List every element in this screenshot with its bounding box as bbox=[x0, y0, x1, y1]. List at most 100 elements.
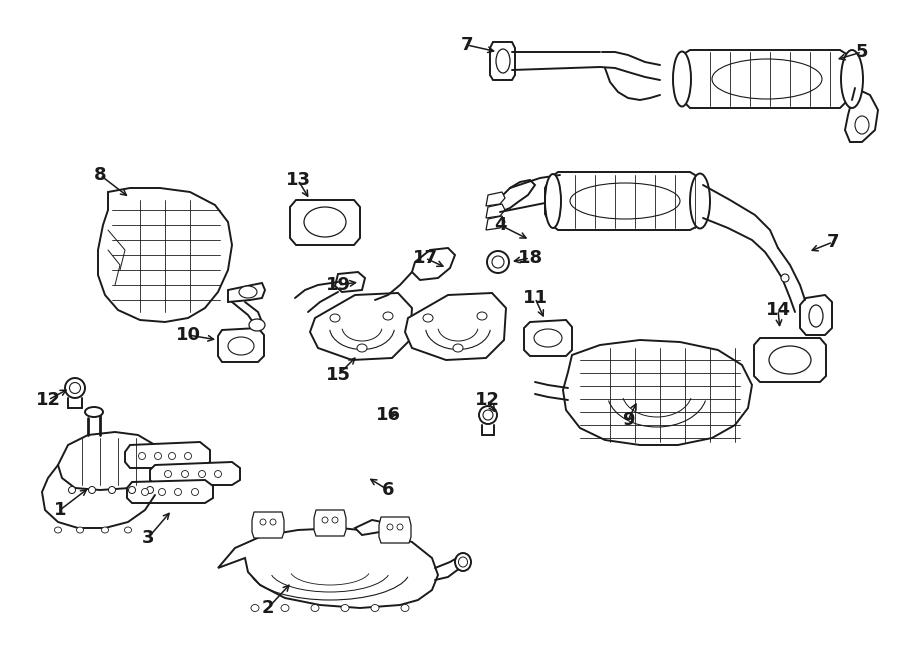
Text: 10: 10 bbox=[176, 326, 201, 344]
Ellipse shape bbox=[304, 207, 346, 237]
Ellipse shape bbox=[545, 174, 561, 228]
Ellipse shape bbox=[387, 524, 393, 530]
Polygon shape bbox=[355, 520, 382, 535]
Text: 15: 15 bbox=[326, 366, 350, 384]
Ellipse shape bbox=[401, 605, 409, 611]
Polygon shape bbox=[125, 442, 210, 468]
Ellipse shape bbox=[841, 50, 863, 108]
Text: 7: 7 bbox=[827, 233, 839, 251]
Text: 8: 8 bbox=[94, 166, 106, 184]
Polygon shape bbox=[498, 180, 535, 212]
Ellipse shape bbox=[129, 486, 136, 494]
Polygon shape bbox=[98, 188, 232, 322]
Ellipse shape bbox=[251, 605, 259, 611]
Text: 14: 14 bbox=[766, 301, 790, 319]
Ellipse shape bbox=[155, 453, 161, 459]
Text: 4: 4 bbox=[494, 216, 506, 234]
Ellipse shape bbox=[184, 453, 192, 459]
Ellipse shape bbox=[311, 605, 319, 611]
Text: 5: 5 bbox=[856, 43, 868, 61]
Polygon shape bbox=[412, 248, 455, 280]
Polygon shape bbox=[218, 528, 438, 608]
Polygon shape bbox=[524, 320, 572, 356]
Ellipse shape bbox=[55, 527, 61, 533]
Text: 16: 16 bbox=[375, 406, 401, 424]
Ellipse shape bbox=[69, 383, 80, 393]
Ellipse shape bbox=[477, 312, 487, 320]
Ellipse shape bbox=[781, 274, 789, 282]
Text: 7: 7 bbox=[461, 36, 473, 54]
Polygon shape bbox=[405, 293, 506, 360]
Ellipse shape bbox=[85, 407, 103, 417]
Ellipse shape bbox=[124, 527, 131, 533]
Ellipse shape bbox=[109, 486, 115, 494]
Text: 6: 6 bbox=[382, 481, 394, 499]
Ellipse shape bbox=[182, 471, 188, 477]
Polygon shape bbox=[252, 512, 284, 538]
Polygon shape bbox=[310, 293, 412, 360]
Ellipse shape bbox=[455, 553, 471, 571]
Text: 3: 3 bbox=[142, 529, 154, 547]
Text: 13: 13 bbox=[285, 171, 310, 189]
Polygon shape bbox=[800, 295, 832, 335]
Ellipse shape bbox=[76, 527, 84, 533]
Ellipse shape bbox=[165, 471, 172, 477]
Ellipse shape bbox=[141, 488, 149, 496]
Text: 18: 18 bbox=[518, 249, 543, 267]
Polygon shape bbox=[486, 216, 505, 230]
Ellipse shape bbox=[260, 519, 266, 525]
Ellipse shape bbox=[249, 319, 265, 331]
Ellipse shape bbox=[68, 486, 76, 494]
Ellipse shape bbox=[281, 605, 289, 611]
Ellipse shape bbox=[330, 314, 340, 322]
Polygon shape bbox=[486, 192, 505, 206]
Ellipse shape bbox=[712, 59, 822, 99]
Ellipse shape bbox=[769, 346, 811, 374]
Ellipse shape bbox=[332, 517, 338, 523]
Polygon shape bbox=[563, 340, 752, 445]
Text: 19: 19 bbox=[326, 276, 350, 294]
Ellipse shape bbox=[570, 183, 680, 219]
Ellipse shape bbox=[65, 378, 85, 398]
Text: 2: 2 bbox=[262, 599, 274, 617]
Ellipse shape bbox=[168, 453, 176, 459]
Text: 12: 12 bbox=[474, 391, 500, 409]
Ellipse shape bbox=[199, 471, 205, 477]
Ellipse shape bbox=[158, 488, 166, 496]
Polygon shape bbox=[127, 480, 213, 503]
Polygon shape bbox=[845, 88, 878, 142]
Ellipse shape bbox=[228, 337, 254, 355]
Polygon shape bbox=[490, 42, 515, 80]
Ellipse shape bbox=[139, 453, 146, 459]
Polygon shape bbox=[228, 283, 265, 302]
Polygon shape bbox=[314, 510, 346, 536]
Text: 11: 11 bbox=[523, 289, 547, 307]
Ellipse shape bbox=[383, 312, 393, 320]
Ellipse shape bbox=[341, 605, 349, 611]
Ellipse shape bbox=[192, 488, 199, 496]
Ellipse shape bbox=[479, 406, 497, 424]
Ellipse shape bbox=[214, 471, 221, 477]
Ellipse shape bbox=[855, 116, 869, 134]
Text: 1: 1 bbox=[54, 501, 67, 519]
Ellipse shape bbox=[496, 49, 510, 73]
Polygon shape bbox=[486, 204, 505, 218]
Ellipse shape bbox=[458, 557, 467, 567]
Ellipse shape bbox=[239, 286, 257, 298]
Polygon shape bbox=[218, 328, 264, 362]
Text: 9: 9 bbox=[622, 411, 634, 429]
Ellipse shape bbox=[397, 524, 403, 530]
Ellipse shape bbox=[492, 256, 504, 268]
Polygon shape bbox=[150, 462, 240, 485]
Ellipse shape bbox=[453, 344, 463, 352]
Polygon shape bbox=[678, 50, 855, 108]
Ellipse shape bbox=[371, 605, 379, 611]
Ellipse shape bbox=[175, 488, 182, 496]
Text: 12: 12 bbox=[35, 391, 60, 409]
Ellipse shape bbox=[357, 344, 367, 352]
Text: 17: 17 bbox=[412, 249, 437, 267]
Polygon shape bbox=[58, 432, 162, 490]
Ellipse shape bbox=[322, 517, 328, 523]
Ellipse shape bbox=[483, 410, 493, 420]
Polygon shape bbox=[379, 517, 411, 543]
